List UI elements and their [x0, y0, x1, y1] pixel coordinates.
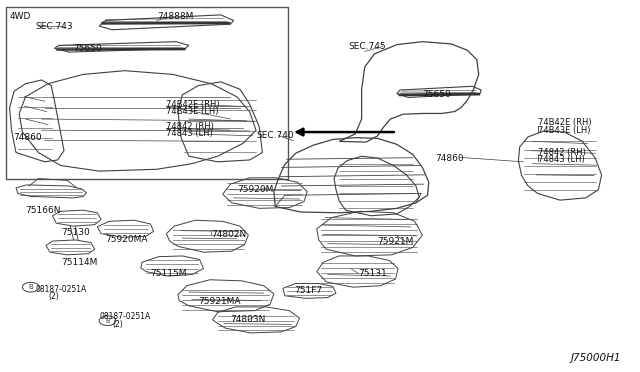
Text: 4WD: 4WD: [10, 12, 31, 21]
Text: 75921MA: 75921MA: [198, 297, 241, 306]
Text: 74B43E (LH): 74B43E (LH): [166, 107, 219, 116]
Text: 08187-0251A: 08187-0251A: [35, 285, 86, 294]
Text: 75920M: 75920M: [237, 185, 273, 194]
Text: 75920MA: 75920MA: [106, 235, 148, 244]
Text: 75166N: 75166N: [26, 206, 61, 215]
Text: 75130: 75130: [61, 228, 90, 237]
Text: 74B43E (LH): 74B43E (LH): [538, 126, 590, 135]
Text: B: B: [105, 318, 110, 324]
Text: SEC.740: SEC.740: [256, 131, 294, 140]
Text: 74802N: 74802N: [211, 230, 246, 239]
Text: 75114M: 75114M: [61, 258, 97, 267]
Text: (2): (2): [48, 292, 59, 301]
Text: 74843 (LH): 74843 (LH): [538, 155, 584, 164]
Bar: [6, 7, 288, 179]
Text: 75650: 75650: [74, 44, 102, 53]
Text: 74803N: 74803N: [230, 315, 266, 324]
Text: 75115M: 75115M: [150, 269, 187, 278]
Text: 74B42E (RH): 74B42E (RH): [538, 118, 591, 127]
Text: B: B: [28, 284, 33, 290]
Text: 74843 (LH): 74843 (LH): [166, 129, 213, 138]
Text: SEC.743: SEC.743: [35, 22, 73, 31]
Text: (2): (2): [112, 320, 123, 329]
Text: 751F7: 751F7: [294, 286, 323, 295]
Text: 74842 (RH): 74842 (RH): [166, 122, 214, 131]
Text: 75650: 75650: [422, 90, 451, 99]
Text: 74842 (RH): 74842 (RH): [538, 148, 586, 157]
Text: J75000H1: J75000H1: [570, 353, 621, 363]
Text: SEC.745: SEC.745: [349, 42, 387, 51]
Text: 74888M: 74888M: [157, 12, 193, 21]
Text: 75921M: 75921M: [378, 237, 414, 246]
Text: 74860: 74860: [13, 133, 42, 142]
Text: 08187-0251A: 08187-0251A: [99, 312, 150, 321]
Text: 75131: 75131: [358, 269, 387, 278]
Text: 74860: 74860: [435, 154, 464, 163]
Text: 74B42E (RH): 74B42E (RH): [166, 100, 220, 109]
